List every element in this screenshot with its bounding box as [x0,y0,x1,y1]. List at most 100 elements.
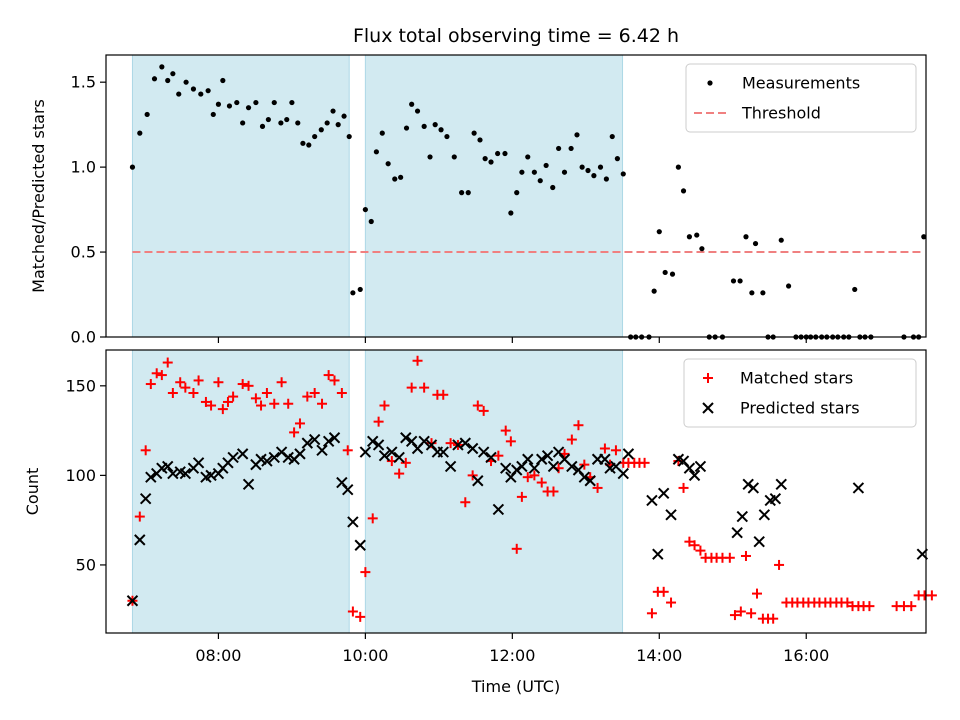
measurement-point [385,161,391,167]
predicted-star-point [584,475,596,487]
measurement-point [730,278,737,284]
matched-star-point [666,597,677,608]
matched-star-point [438,389,449,400]
measurement-point [438,127,444,133]
matched-star-point [467,470,478,481]
y-tick-label: 150 [65,376,96,395]
measurement-point [253,99,259,106]
x-tick-label: 08:00 [195,646,241,665]
predicted-star-point [775,478,787,491]
measurement-point [312,133,318,140]
measurement-point [537,178,543,184]
predicted-star-point [541,449,554,462]
matched-star-point [289,427,300,438]
matched-star-point [342,445,353,456]
predicted-star-point [145,471,157,483]
predicted-star-point [477,446,490,458]
measurement-point [421,123,427,129]
measurement-point [519,169,525,175]
matched-star-point [145,379,156,390]
matched-star-point [735,606,746,617]
measurement-point [707,80,713,86]
measurement-point [743,234,749,240]
predicted-star-point [437,446,449,458]
predicted-star-point [683,462,696,474]
y-tick-label: 0.5 [71,243,96,262]
predicted-star-point [500,462,512,474]
measurement-point [656,229,662,235]
measurement-point [525,154,531,160]
matched-star-point [294,418,305,429]
y-tick-label: 0.0 [71,328,96,347]
predicted-star-point [301,437,314,449]
predicted-star-point [742,478,754,491]
predicted-star-point [466,442,479,455]
measurement-point [620,171,626,177]
predicted-star-point [617,467,629,480]
measurement-point [465,190,471,196]
measurement-point [159,64,165,70]
matched-star-point [237,379,248,390]
measurement-point [165,77,171,84]
measurement-point [226,103,233,109]
matched-star-point [193,375,204,386]
ratio-panel: 0.0 0.5 1.0 1.5 Matched/Predicted stars Measu… [29,54,927,347]
predicted-star-point [192,457,205,469]
predicted-star-point [731,526,743,539]
matched-star-point [360,567,371,578]
observing-window-shade [131,54,350,338]
measurement-point [414,108,421,114]
measurement-point [215,101,222,107]
predicted-star-point [378,449,391,462]
measurement-point [561,169,568,175]
measurement-point [289,99,295,106]
predicted-star-point [386,446,398,458]
predicted-star-point [268,451,280,464]
matched-star-point [217,404,228,415]
matched-star-point [493,450,504,461]
measurement-point [341,113,347,119]
predicted-star-point [134,534,146,546]
matched-star-point [336,387,347,398]
measurement-point [330,108,336,114]
predicted-star-point [622,448,635,460]
matched-star-point [406,382,417,393]
measurement-point [284,116,290,123]
predicted-star-point [459,437,472,449]
predicted-star-point [485,451,497,464]
matched-star-point [566,434,577,445]
matched-star-point [579,459,590,470]
matched-star-point [460,497,471,508]
predicted-star-point [747,482,760,494]
predicted-star-point [566,460,578,473]
matched-star-point [276,377,287,388]
matched-star-point [746,608,757,619]
predicted-star-point [400,432,412,444]
predicted-star-point [227,451,239,464]
matched-star-point [695,545,706,556]
predicted-star-point [322,435,335,448]
legend-label: Measurements [742,74,860,93]
measurement-point [392,176,398,182]
measurement-point [495,150,501,157]
predicted-star-point [354,539,366,551]
matched-star-point [228,391,239,402]
measurement-point [432,122,438,128]
axes-frame [105,349,927,634]
matched-star-point [180,382,191,393]
matched-star-point [774,559,785,570]
predicted-star-point [522,453,534,465]
measurement-point [508,210,514,216]
y-tick-label: 100 [65,466,96,485]
measurement-point [300,140,306,146]
measurement-point [403,125,410,131]
matched-star-point [768,613,779,624]
y-axis-label: Matched/Predicted stars [29,99,48,293]
measurement-point [183,79,189,85]
matched-star-point [729,610,740,621]
measurement-point [335,122,341,128]
predicted-star-point [599,453,611,465]
measurement-point [482,156,488,162]
matched-star-point [394,468,405,479]
legend-label: Threshold [741,104,821,123]
